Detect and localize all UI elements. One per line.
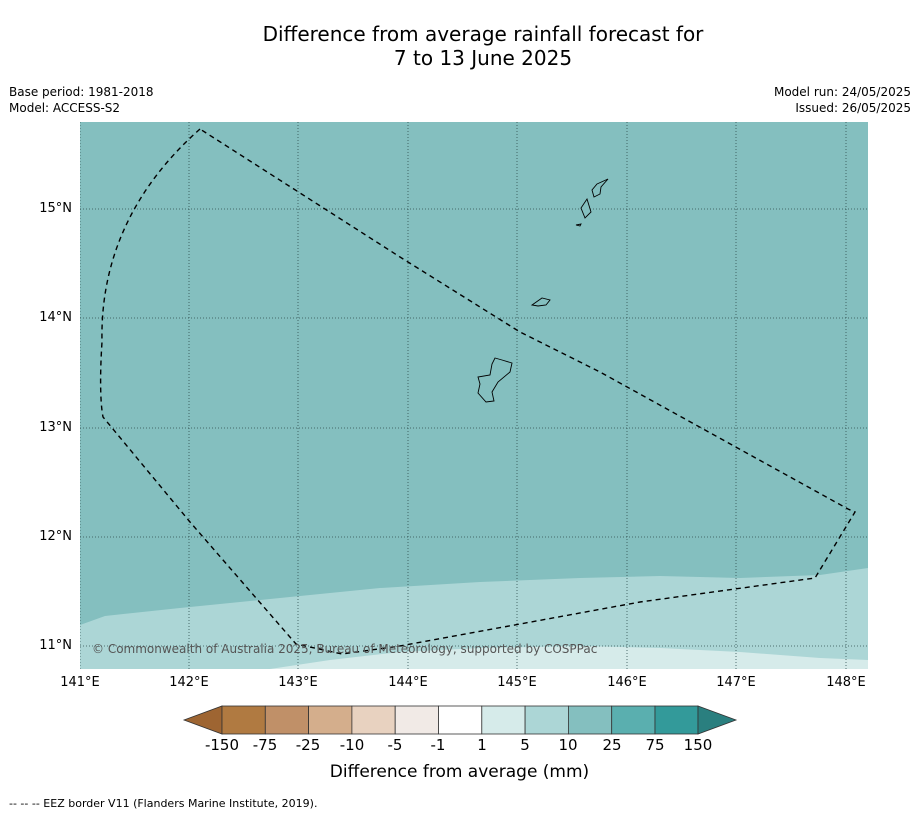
colorbar-label: 75 (645, 736, 665, 754)
colorbar-label: 25 (602, 736, 622, 754)
map-gridlines (80, 122, 868, 669)
lat-label-11n: 11°N (39, 638, 72, 653)
lon-label-141e: 141°E (60, 675, 100, 690)
model-run: Model run: 24/05/2025 (773, 85, 911, 99)
colorbar-bin-11 (654, 705, 699, 735)
lat-label-14n: 14°N (39, 310, 72, 325)
lon-label-144e: 144°E (388, 675, 428, 690)
lat-label-15n: 15°N (39, 201, 72, 216)
colorbar-bin-3 (308, 705, 353, 735)
colorbar-title: Difference from average (mm) (329, 762, 590, 782)
map-field-1-5 (270, 646, 868, 669)
colorbar-label: 150 (683, 736, 713, 754)
map-panel: © Commonwealth of Australia 2025, Bureau… (80, 122, 868, 669)
colorbar-label: 10 (558, 736, 578, 754)
colorbar-max-extension (697, 705, 738, 735)
colorbar-bins (221, 705, 699, 735)
colorbar-label: -1 (430, 736, 446, 754)
lon-label-145e: 145°E (497, 675, 537, 690)
lat-label-12n: 12°N (39, 529, 72, 544)
meta-right: Model run: 24/05/2025 Issued: 26/05/2025 (774, 84, 911, 116)
colorbar-bin-4 (351, 705, 396, 735)
eez-border (99, 128, 857, 655)
colorbar-bin-8 (524, 705, 569, 735)
lon-label-146e: 146°E (607, 675, 647, 690)
aguijan-island (575, 223, 582, 227)
tinian-island (580, 197, 592, 219)
colorbar-bin-10 (611, 705, 656, 735)
colorbar-bin-1 (221, 705, 266, 735)
colorbar-bin-2 (264, 705, 309, 735)
colorbar-min-extension (182, 705, 223, 735)
colorbar-label: -75 (252, 736, 278, 754)
lon-label-143e: 143°E (278, 675, 318, 690)
colorbar-label: 1 (477, 736, 487, 754)
map-field-5-10 (80, 568, 868, 669)
lat-label-13n: 13°N (39, 420, 72, 435)
lon-label-142e: 142°E (169, 675, 209, 690)
chart-title: Difference from average rainfall forecas… (0, 22, 919, 70)
colorbar-bin-6 (438, 705, 483, 735)
base-period: Base period: 1981-2018 (9, 85, 154, 99)
colorbar-label: -150 (204, 736, 240, 754)
issued-date: Issued: 26/05/2025 (795, 101, 911, 115)
meta-left: Base period: 1981-2018 Model: ACCESS-S2 (9, 84, 154, 116)
lon-label-147e: 147°E (716, 675, 756, 690)
colorbar-bin-7 (481, 705, 526, 735)
saipan-island (591, 178, 609, 198)
rota-island (530, 297, 551, 307)
islands (477, 178, 609, 403)
guam-island (477, 357, 513, 403)
map-field-10-25 (80, 122, 868, 669)
footer-eez-note: -- -- -- EEZ border V11 (Flanders Marine… (9, 797, 318, 810)
colorbar-label: -25 (295, 736, 321, 754)
copyright-text: © Commonwealth of Australia 2025, Bureau… (92, 642, 597, 656)
colorbar-label: 5 (520, 736, 530, 754)
colorbar-label: -5 (387, 736, 403, 754)
colorbar-bin-5 (394, 705, 439, 735)
lon-label-148e: 148°E (826, 675, 866, 690)
title-line-2: 7 to 13 June 2025 (393, 46, 573, 70)
colorbar-label: -10 (339, 736, 365, 754)
colorbar-bin-9 (568, 705, 613, 735)
colorbar (182, 705, 738, 735)
title-line-1: Difference from average rainfall forecas… (262, 22, 704, 46)
model-name: Model: ACCESS-S2 (9, 101, 121, 115)
